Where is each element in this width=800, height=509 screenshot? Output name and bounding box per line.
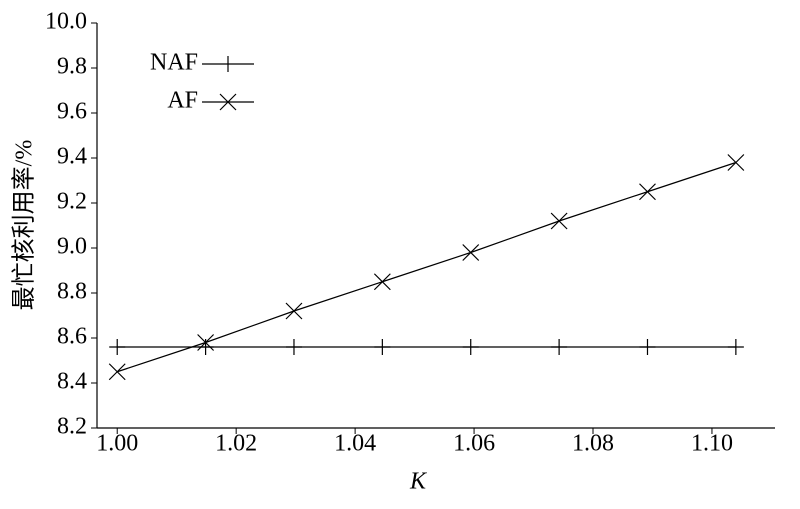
y-tick-label: 8.4 (57, 369, 87, 395)
marker (639, 183, 656, 201)
y-tick-label: 9.4 (57, 144, 87, 170)
y-tick-label: 10.0 (45, 9, 87, 35)
marker (639, 339, 656, 355)
y-axis-label: 最忙核利用率/% (11, 140, 38, 311)
marker (109, 339, 126, 355)
marker (373, 273, 391, 291)
x-tick-label: 1.02 (215, 431, 257, 457)
marker (551, 339, 568, 355)
y-tick-label: 9.8 (57, 54, 87, 80)
marker (197, 334, 215, 351)
x-tick-label: 1.10 (691, 431, 733, 457)
marker (285, 339, 302, 355)
legend-marker (219, 93, 237, 111)
legend-label: AF (167, 88, 198, 114)
marker (462, 244, 480, 261)
x-tick-label: 1.00 (96, 431, 138, 457)
y-tick-label: 9.6 (57, 99, 87, 125)
marker (285, 302, 303, 320)
series-line (117, 161, 737, 373)
y-tick-label: 9.0 (57, 234, 87, 260)
x-axis-label: K (409, 469, 428, 495)
y-tick-label: 8.8 (57, 279, 87, 305)
marker (108, 363, 126, 381)
marker (462, 339, 479, 355)
x-tick-label: 1.06 (453, 431, 495, 457)
y-tick-label: 8.6 (57, 324, 87, 350)
marker (374, 339, 391, 355)
marker (727, 154, 745, 171)
x-tick-label: 1.04 (334, 431, 376, 457)
x-tick-label: 1.08 (572, 431, 614, 457)
y-tick-label: 8.2 (57, 414, 87, 440)
y-tick-label: 9.2 (57, 189, 87, 215)
legend-label: NAF (150, 50, 198, 76)
marker (727, 339, 744, 355)
marker (550, 212, 568, 230)
